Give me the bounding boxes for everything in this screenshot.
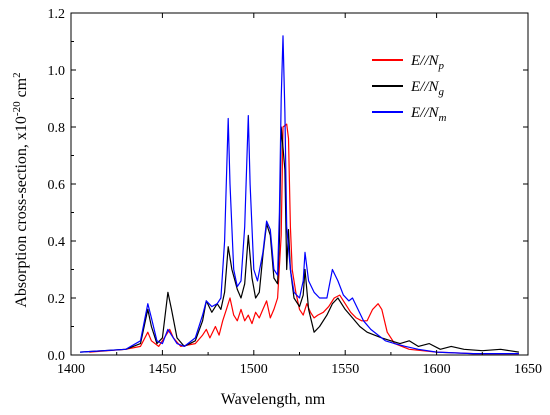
x-tick-label: 1450 (148, 362, 176, 377)
x-tick-label: 1400 (57, 362, 85, 377)
x-tick-label: 1500 (240, 362, 268, 377)
series-line-g (80, 126, 519, 353)
axes: 1400 1450 1500 1550 1600 1650 0.0 0.2 0.4 0.6 0.8 1… (48, 7, 543, 377)
y-tick-label: 1.2 (48, 7, 66, 22)
x-tick-label: 1650 (514, 362, 542, 377)
y-tick-label: 0.6 (48, 178, 66, 193)
y-axis-title-unit: cm (13, 77, 30, 101)
y-axis-title-main: Absorption cross-section, x10 (13, 116, 30, 308)
y-tick-label: 0.2 (48, 292, 66, 307)
y-tick-label: 0.0 (48, 349, 66, 364)
y-tick-label: 0.4 (48, 235, 66, 250)
series-line-m (80, 35, 519, 355)
y-axis-title-exponent: -20 (11, 101, 23, 116)
x-tick-label: 1600 (423, 362, 451, 377)
legend-label-m: E//Nm (410, 105, 447, 124)
y-axis-title: Absorption cross-section, x10-20 cm2 (11, 72, 30, 307)
plot-frame (70, 12, 529, 356)
y-tick-label: 0.8 (48, 121, 66, 136)
legend-label-p: E//Np (410, 53, 445, 72)
legend: E//Np E//Ng E//Nm (372, 53, 447, 124)
y-tick-label: 1.0 (48, 64, 66, 79)
x-tick-label: 1550 (331, 362, 359, 377)
series-line-p (89, 123, 519, 355)
series-layer (80, 35, 519, 355)
y-axis-title-unit-exponent: 2 (11, 72, 23, 78)
x-axis-title: Wavelength, nm (221, 391, 326, 408)
legend-label-g: E//Ng (410, 79, 445, 98)
